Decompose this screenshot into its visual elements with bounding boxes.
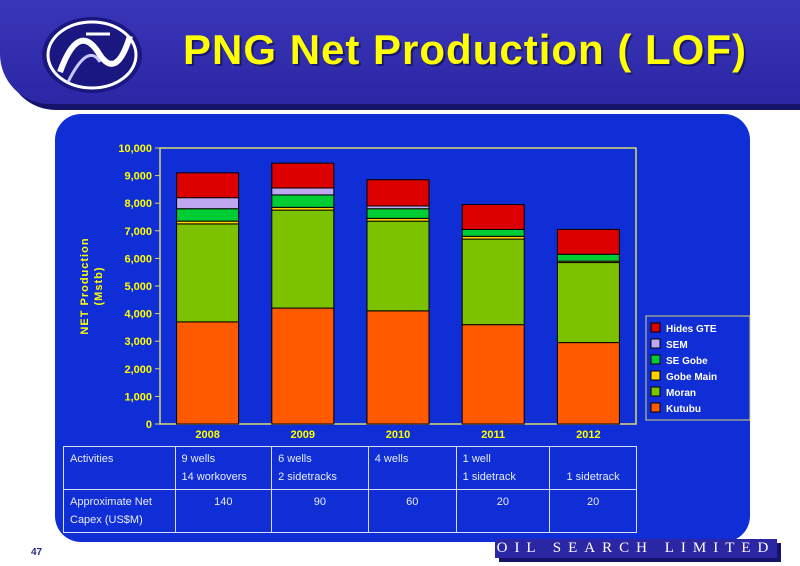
y-tick-label: 0 xyxy=(146,419,152,431)
bar-segment xyxy=(176,321,240,425)
bar-segment xyxy=(176,223,240,323)
bar-segment xyxy=(461,324,525,425)
table-cell: 9 wells 14 workovers xyxy=(174,446,273,490)
bar-segment xyxy=(271,209,335,309)
bar-segment xyxy=(461,228,525,237)
x-tick-label: 2012 xyxy=(576,429,600,441)
x-tick-label: 2009 xyxy=(291,429,315,441)
oil-search-logo-icon xyxy=(42,17,142,93)
table-cell: 90 xyxy=(271,489,369,533)
legend-swatch xyxy=(650,370,661,381)
y-tick-label: 4,000 xyxy=(124,309,152,321)
table-cell: 20 xyxy=(455,489,551,533)
x-tick-label: 2010 xyxy=(386,429,410,441)
table-cell: 1 well 1 sidetrack xyxy=(455,446,551,490)
bar-segment xyxy=(366,220,430,312)
bar-segment xyxy=(366,208,430,219)
legend-label: Kutubu xyxy=(666,404,701,415)
legend-swatch xyxy=(650,402,661,413)
table-cell: 6 wells 2 sidetracks xyxy=(271,446,369,490)
page-number: 47 xyxy=(31,547,43,558)
bar-segment xyxy=(556,253,620,262)
x-tick-label: 2008 xyxy=(195,429,219,441)
legend-label: Moran xyxy=(666,388,696,399)
table-cell: 1 sidetrack xyxy=(549,446,637,490)
bar-segment xyxy=(556,262,620,344)
legend-swatch xyxy=(650,322,661,333)
legend-label: Gobe Main xyxy=(666,372,717,383)
table-cell: 140 xyxy=(174,489,273,533)
y-tick-label: 8,000 xyxy=(124,198,152,210)
y-tick-label: 1,000 xyxy=(124,391,152,403)
y-tick-label: 9,000 xyxy=(124,171,152,183)
bar-segment xyxy=(271,307,335,425)
bar-segment xyxy=(176,172,240,199)
bar-segment xyxy=(176,208,240,222)
bar-segment xyxy=(176,197,240,210)
x-tick-label: 2011 xyxy=(481,429,505,441)
y-tick-label: 5,000 xyxy=(124,281,152,293)
table-cell: 60 xyxy=(367,489,457,533)
y-tick-label: 2,000 xyxy=(124,364,152,376)
page-title: PNG Net Production ( LOF) xyxy=(183,26,747,73)
bar-segment xyxy=(556,228,620,255)
y-axis-label: NET Production xyxy=(79,237,91,334)
row-label: Activities xyxy=(63,446,176,490)
bar-segment xyxy=(271,194,335,208)
y-tick-label: 6,000 xyxy=(124,253,152,265)
table-cell: 4 wells xyxy=(367,446,457,490)
legend-label: SE Gobe xyxy=(666,356,708,367)
table-cell: 20 xyxy=(549,489,637,533)
legend-box xyxy=(645,315,751,421)
table-row: Approximate Net Capex (US$M) 140 90 60 2… xyxy=(63,489,637,533)
table-row: Activities 9 wells 14 workovers 6 wells … xyxy=(63,446,637,490)
legend-swatch xyxy=(650,354,661,365)
y-tick-label: 7,000 xyxy=(124,226,152,238)
bar-segment xyxy=(461,204,525,230)
y-axis-label: (Mstb) xyxy=(93,267,105,306)
brand-name: OIL SEARCH LIMITED xyxy=(495,539,777,558)
y-tick-label: 10,000 xyxy=(118,143,152,155)
bar-segment xyxy=(556,342,620,425)
legend-swatch xyxy=(650,338,661,349)
legend-label: Hides GTE xyxy=(666,324,717,335)
bar-segment xyxy=(366,179,430,207)
bar-segment xyxy=(366,310,430,425)
activities-table: Activities 9 wells 14 workovers 6 wells … xyxy=(63,446,637,533)
row-label: Approximate Net Capex (US$M) xyxy=(63,489,176,533)
bar-segment xyxy=(461,238,525,326)
bar-segment xyxy=(271,162,335,189)
y-tick-label: 3,000 xyxy=(124,336,152,348)
legend-swatch xyxy=(650,386,661,397)
legend-label: SEM xyxy=(666,340,688,351)
bar-segment xyxy=(271,187,335,196)
